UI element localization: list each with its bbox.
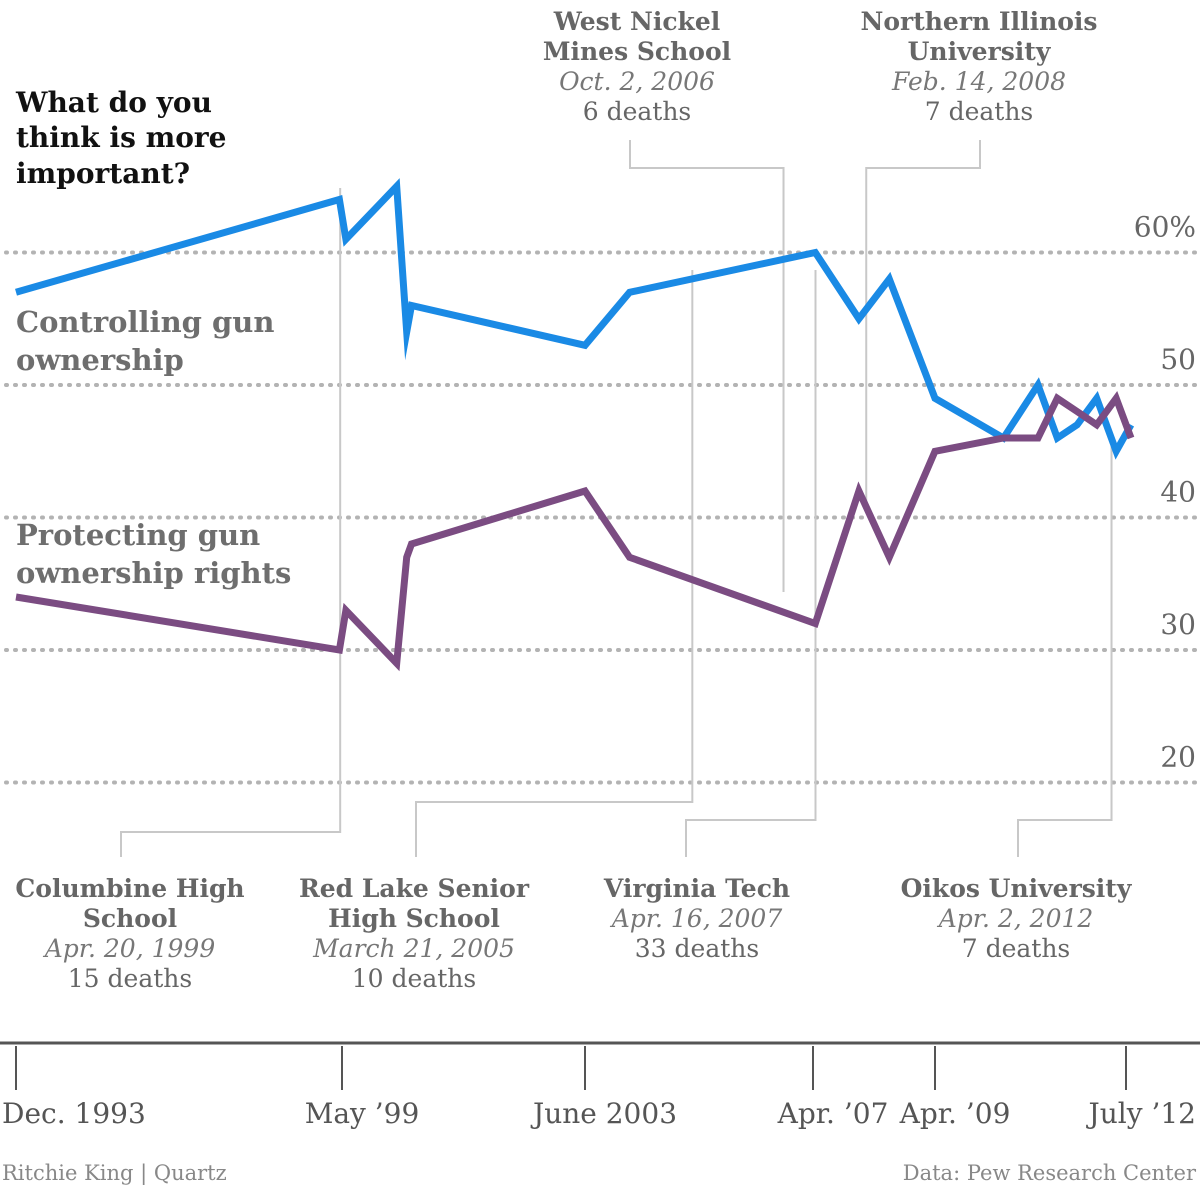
annotation-2-name-0: Columbine High [15, 874, 244, 903]
annotation-1-name-0: Northern Illinois [861, 7, 1098, 36]
annotation-2: Columbine High School Apr. 20, 1999 15 deat… [15, 874, 244, 993]
annotation-5: Oikos University Apr. 2, 2012 7 deaths [901, 874, 1133, 963]
series-lines [15, 178, 1135, 672]
annotation-0-name-0: West Nickel [553, 7, 721, 36]
y-tick-label-50: 50 [1160, 343, 1196, 376]
annotation-4: Virginia Tech Apr. 16, 2007 33 deaths [603, 874, 790, 963]
x-axis-ticks: Dec. 1993 May ’99 June 2003 Apr. ’07 Apr. ’0… [2, 1046, 1196, 1130]
x-tick-label-2: June 2003 [530, 1097, 677, 1130]
annotation-3-name-0: Red Lake Senior [299, 874, 530, 903]
series-line-1 [15, 391, 1135, 672]
annotation-2-deaths: 15 deaths [68, 964, 192, 993]
x-tick-label-1: May ’99 [305, 1097, 420, 1130]
annotation-leader-5 [1017, 438, 1113, 857]
annotation-5-date: Apr. 2, 2012 [937, 904, 1094, 933]
event-annotations: West Nickel Mines School Oct. 2, 2006 6 dea… [15, 7, 1132, 993]
annotation-5-name-0: Oikos University [901, 874, 1133, 903]
annotation-1-name-1: University [908, 37, 1052, 66]
annotation-leader-3 [415, 270, 694, 857]
annotation-1-date: Feb. 14, 2008 [891, 67, 1066, 96]
x-tick-label-5: July ’12 [1086, 1097, 1196, 1130]
chart-title-line-1: What do you [15, 86, 212, 119]
series-line-0 [15, 178, 1135, 460]
series-label-controlling-line-2: ownership [16, 343, 184, 377]
series-label-controlling-line-1: Controlling gun [16, 305, 274, 339]
x-tick-label-0: Dec. 1993 [2, 1097, 146, 1130]
annotation-4-date: Apr. 16, 2007 [610, 904, 783, 933]
annotation-3-name-1: High School [328, 904, 500, 933]
chart-title: What do you think is more important? [15, 86, 236, 190]
series-label-controlling: Controlling gun ownership [16, 305, 285, 377]
series-label-protecting: Protecting gun ownership rights [16, 518, 291, 590]
annotation-3-date: March 21, 2005 [312, 934, 515, 963]
annotation-0-deaths: 6 deaths [583, 97, 692, 126]
annotation-leader-4 [685, 270, 817, 857]
x-tick-label-3: Apr. ’07 [777, 1097, 889, 1130]
credit-right: Data: Pew Research Center [903, 1161, 1197, 1185]
y-axis-tick-labels: 20 30 40 50 60% [1134, 211, 1196, 774]
annotation-2-name-1: School [83, 904, 177, 933]
annotation-5-deaths: 7 deaths [962, 934, 1071, 963]
annotation-0-name-1: Mines School [543, 37, 731, 66]
annotation-leader-lines [120, 140, 1113, 857]
series-label-protecting-line-2: ownership rights [16, 556, 291, 590]
annotation-2-date: Apr. 20, 1999 [43, 934, 216, 963]
annotation-3: Red Lake Senior High School March 21, 2005… [299, 874, 530, 993]
annotation-leader-0 [629, 140, 785, 592]
annotation-4-name-0: Virginia Tech [603, 874, 790, 903]
y-tick-label-60: 60% [1134, 211, 1196, 244]
annotation-1: Northern Illinois University Feb. 14, 2008… [861, 7, 1098, 126]
annotation-0: West Nickel Mines School Oct. 2, 2006 6 dea… [543, 7, 731, 126]
y-tick-label-30: 30 [1160, 608, 1196, 641]
annotation-1-deaths: 7 deaths [925, 97, 1034, 126]
y-tick-label-20: 20 [1160, 741, 1196, 774]
chart-title-line-2: think is more [16, 121, 226, 154]
annotation-leader-1 [865, 140, 981, 512]
annotation-leader-2 [120, 188, 342, 857]
annotation-4-deaths: 33 deaths [635, 934, 759, 963]
series-label-protecting-line-1: Protecting gun [16, 518, 260, 552]
y-tick-label-40: 40 [1160, 476, 1196, 509]
annotation-0-date: Oct. 2, 2006 [559, 67, 715, 96]
chart-title-line-3: important? [16, 157, 190, 190]
x-tick-label-4: Apr. ’09 [899, 1097, 1011, 1130]
annotation-3-deaths: 10 deaths [352, 964, 476, 993]
credit-left: Ritchie King | Quartz [2, 1161, 227, 1186]
